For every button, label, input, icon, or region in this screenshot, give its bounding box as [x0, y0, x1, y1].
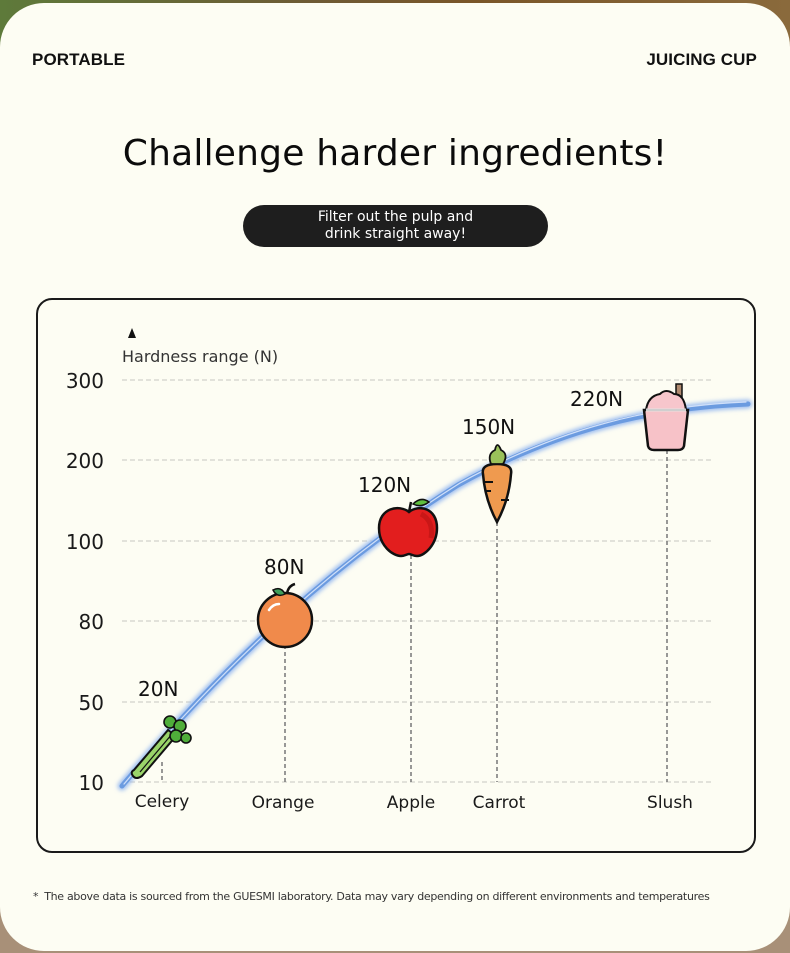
x-label-celery: Celery — [135, 792, 190, 812]
celery-icon — [130, 715, 192, 779]
orange-icon — [256, 582, 314, 649]
value-label-carrot: 150N — [462, 415, 515, 439]
footnote: * The above data is sourced from the GUES… — [33, 890, 710, 903]
y-axis-label: Hardness range (N) — [122, 347, 278, 366]
tagline-line-1: Filter out the pulp and — [317, 209, 474, 225]
y-tick: 10 — [79, 771, 104, 795]
gridlines — [122, 379, 714, 783]
footnote-star: * — [33, 890, 39, 903]
carrot-icon — [481, 444, 513, 525]
y-axis-arrow-icon — [128, 328, 136, 338]
header-left-label: PORTABLE — [32, 50, 126, 69]
slush-cup-icon — [642, 383, 690, 452]
header-right-label: JUICING CUP — [646, 50, 757, 69]
x-label-carrot: Carrot — [473, 793, 526, 813]
tagline-line-2: drink straight away! — [324, 226, 467, 242]
drop-lines — [161, 450, 668, 782]
y-tick: 100 — [66, 530, 104, 554]
y-tick-labels: 300 200 100 80 50 10 — [66, 369, 104, 795]
x-label-apple: Apple — [387, 793, 435, 813]
x-label-slush: Slush — [647, 793, 693, 813]
value-label-apple: 120N — [358, 473, 411, 497]
value-label-celery: 20N — [138, 677, 178, 701]
y-tick: 200 — [66, 449, 104, 473]
tagline-pill: Filter out the pulp and drink straight a… — [243, 205, 548, 247]
value-label-orange: 80N — [264, 555, 304, 579]
footnote-text: The above data is sourced from the GUESM… — [44, 890, 710, 903]
page-title: Challenge harder ingredients! — [122, 133, 668, 174]
y-tick: 50 — [79, 691, 104, 715]
chart-canvas: Hardness range (N) 300 200 100 80 50 10 — [66, 328, 753, 813]
x-label-orange: Orange — [252, 793, 315, 813]
y-tick: 80 — [79, 610, 104, 634]
value-label-slush: 220N — [570, 387, 623, 411]
x-category-labels: Celery Orange Apple Carrot Slush — [135, 792, 693, 813]
hardness-chart: Hardness range (N) 300 200 100 80 50 10 — [36, 298, 756, 853]
y-tick: 300 — [66, 369, 104, 393]
apple-icon — [377, 498, 439, 558]
